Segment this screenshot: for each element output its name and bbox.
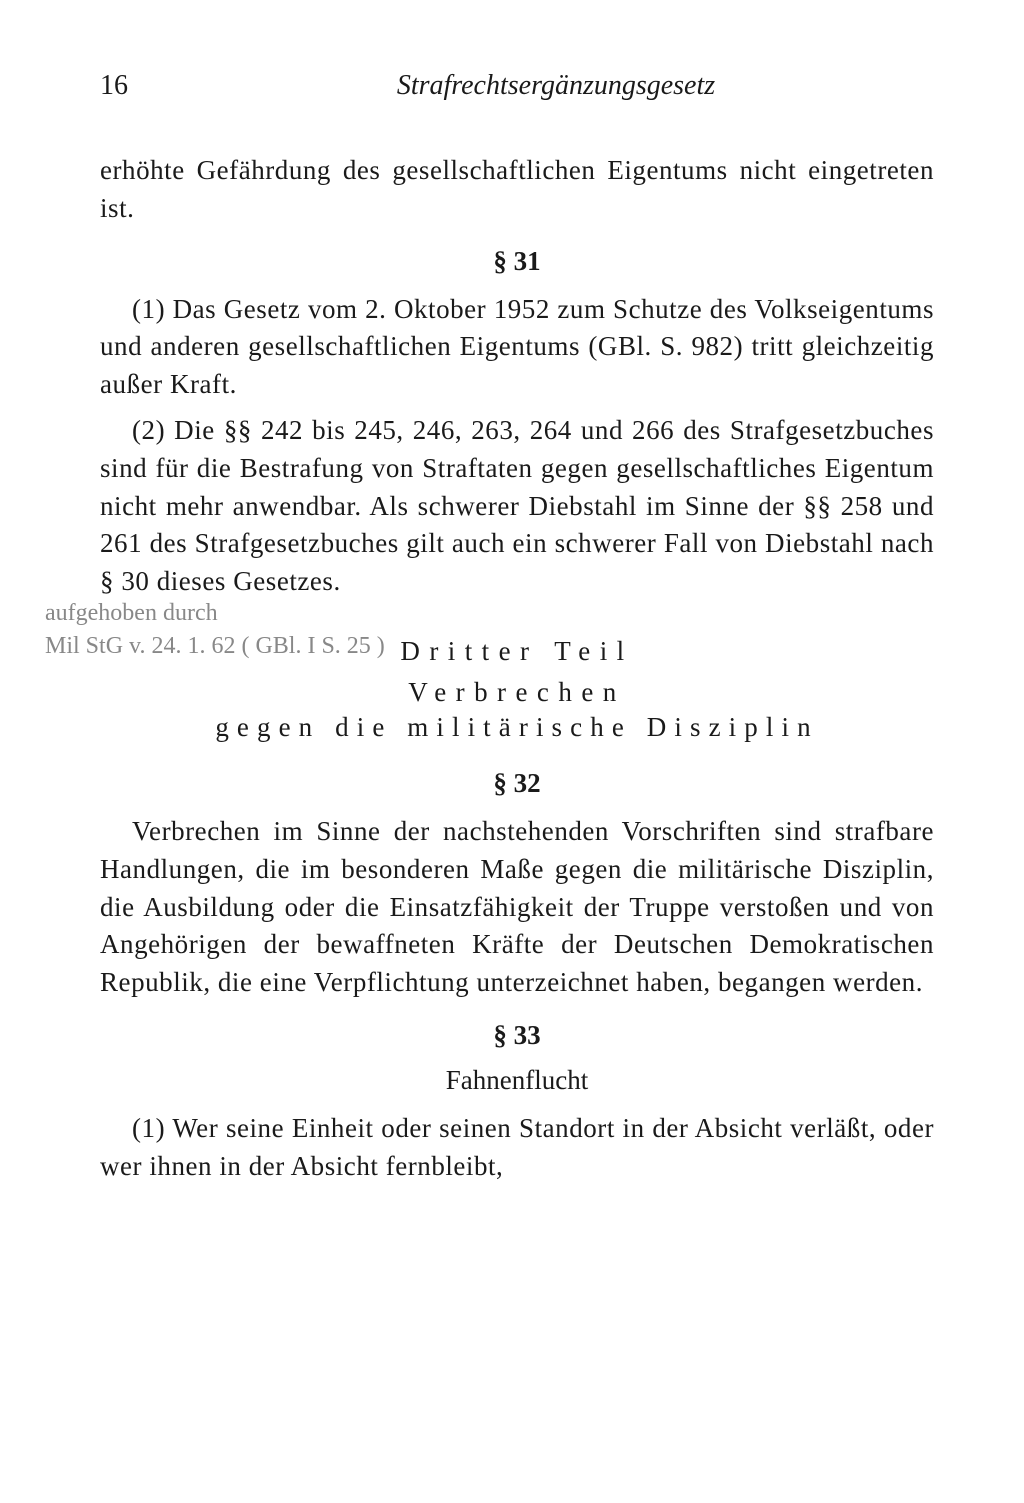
annotation-line-1: aufgehoben durch [45,598,385,629]
section-31-para-1: (1) Das Gesetz vom 2. Oktober 1952 zum S… [100,291,934,404]
section-33-title: Fahnenflucht [100,1065,934,1096]
section-31-marker: § 31 [100,246,934,277]
page-header: 16 Strafrechtsergänzungsgesetz [100,70,934,102]
section-31-para-2: (2) Die §§ 242 bis 245, 246, 263, 264 un… [100,412,934,601]
section-33-marker: § 33 [100,1020,934,1051]
running-header: Strafrechtsergänzungsgesetz [178,70,934,102]
part-three-subtitle-2: gegen die militärische Disziplin [100,712,934,743]
page-number: 16 [100,70,128,102]
section-32-body: Verbrechen im Sinne der nachstehenden Vo… [100,813,934,1002]
continuation-text: erhöhte Gefährdung des gesellschaftliche… [100,152,934,228]
section-32-marker: § 32 [100,768,934,799]
part-three-subtitle-1: Verbrechen [100,677,934,708]
part-three-heading: Dritter Teil [100,636,934,667]
section-33-para-1: (1) Wer seine Einheit oder seinen Stando… [100,1110,934,1186]
